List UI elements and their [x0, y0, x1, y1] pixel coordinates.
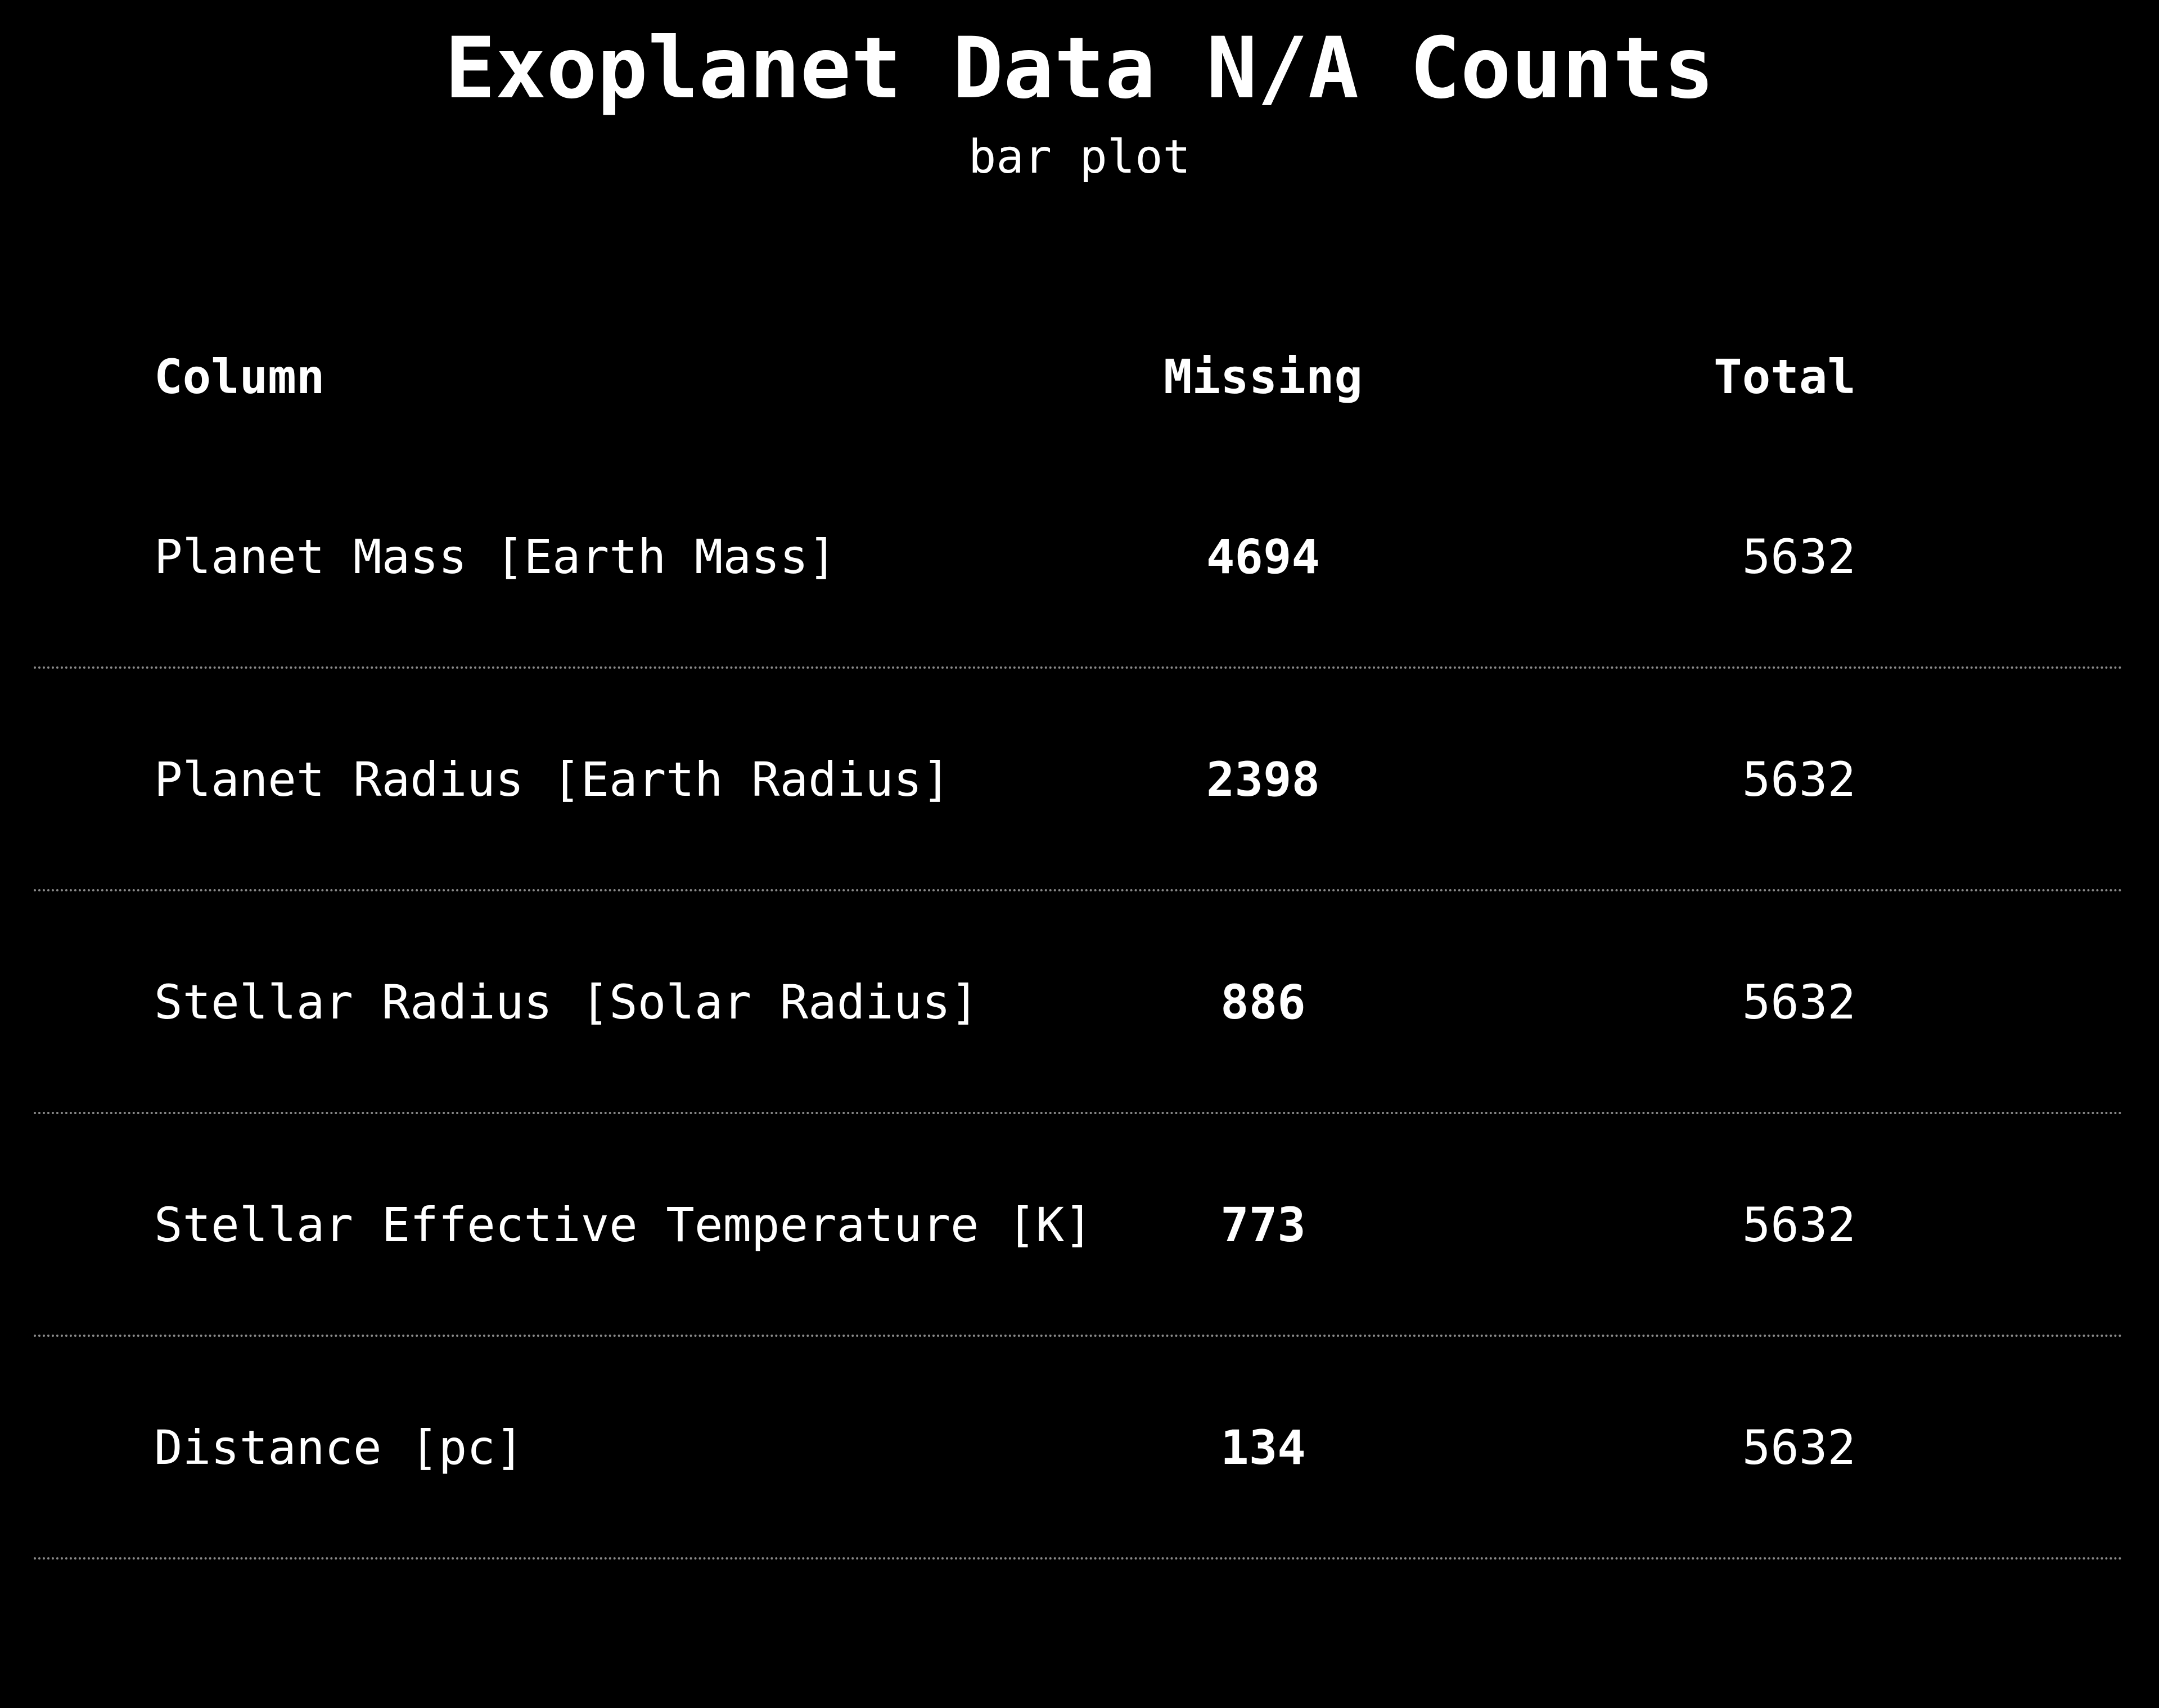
row-column-name: Distance [pc] [154, 1420, 524, 1475]
chart-title: Exoplanet Data N/A Counts [444, 20, 1715, 118]
row-column-name: Planet Mass [Earth Mass] [154, 529, 837, 584]
row-missing-value: 4694 [1206, 529, 1320, 584]
row-divider [34, 1335, 2124, 1337]
na-counts-table: Column Missing Total Planet Mass [Earth … [34, 0, 2124, 1708]
row-divider [34, 1557, 2124, 1560]
row-column-name: Stellar Effective Temperature [K] [154, 1197, 1093, 1252]
row-divider [34, 666, 2124, 669]
chart-subtitle: bar plot [968, 130, 1191, 184]
row-missing-value: 886 [1220, 975, 1306, 1030]
row-missing-value: 134 [1220, 1420, 1306, 1475]
row-total-value: 5632 [1742, 529, 1856, 584]
header-column: Column [154, 349, 325, 404]
row-total-value: 5632 [1742, 752, 1856, 807]
header-missing: Missing [1163, 349, 1363, 404]
row-missing-value: 773 [1220, 1197, 1306, 1252]
row-total-value: 5632 [1742, 1197, 1856, 1252]
row-column-name: Stellar Radius [Solar Radius] [154, 975, 979, 1030]
row-total-value: 5632 [1742, 1420, 1856, 1475]
row-divider [34, 889, 2124, 891]
row-total-value: 5632 [1742, 975, 1856, 1030]
header-total: Total [1714, 349, 1856, 404]
row-missing-value: 2398 [1206, 752, 1320, 807]
row-divider [34, 1112, 2124, 1114]
row-column-name: Planet Radius [Earth Radius] [154, 752, 951, 807]
